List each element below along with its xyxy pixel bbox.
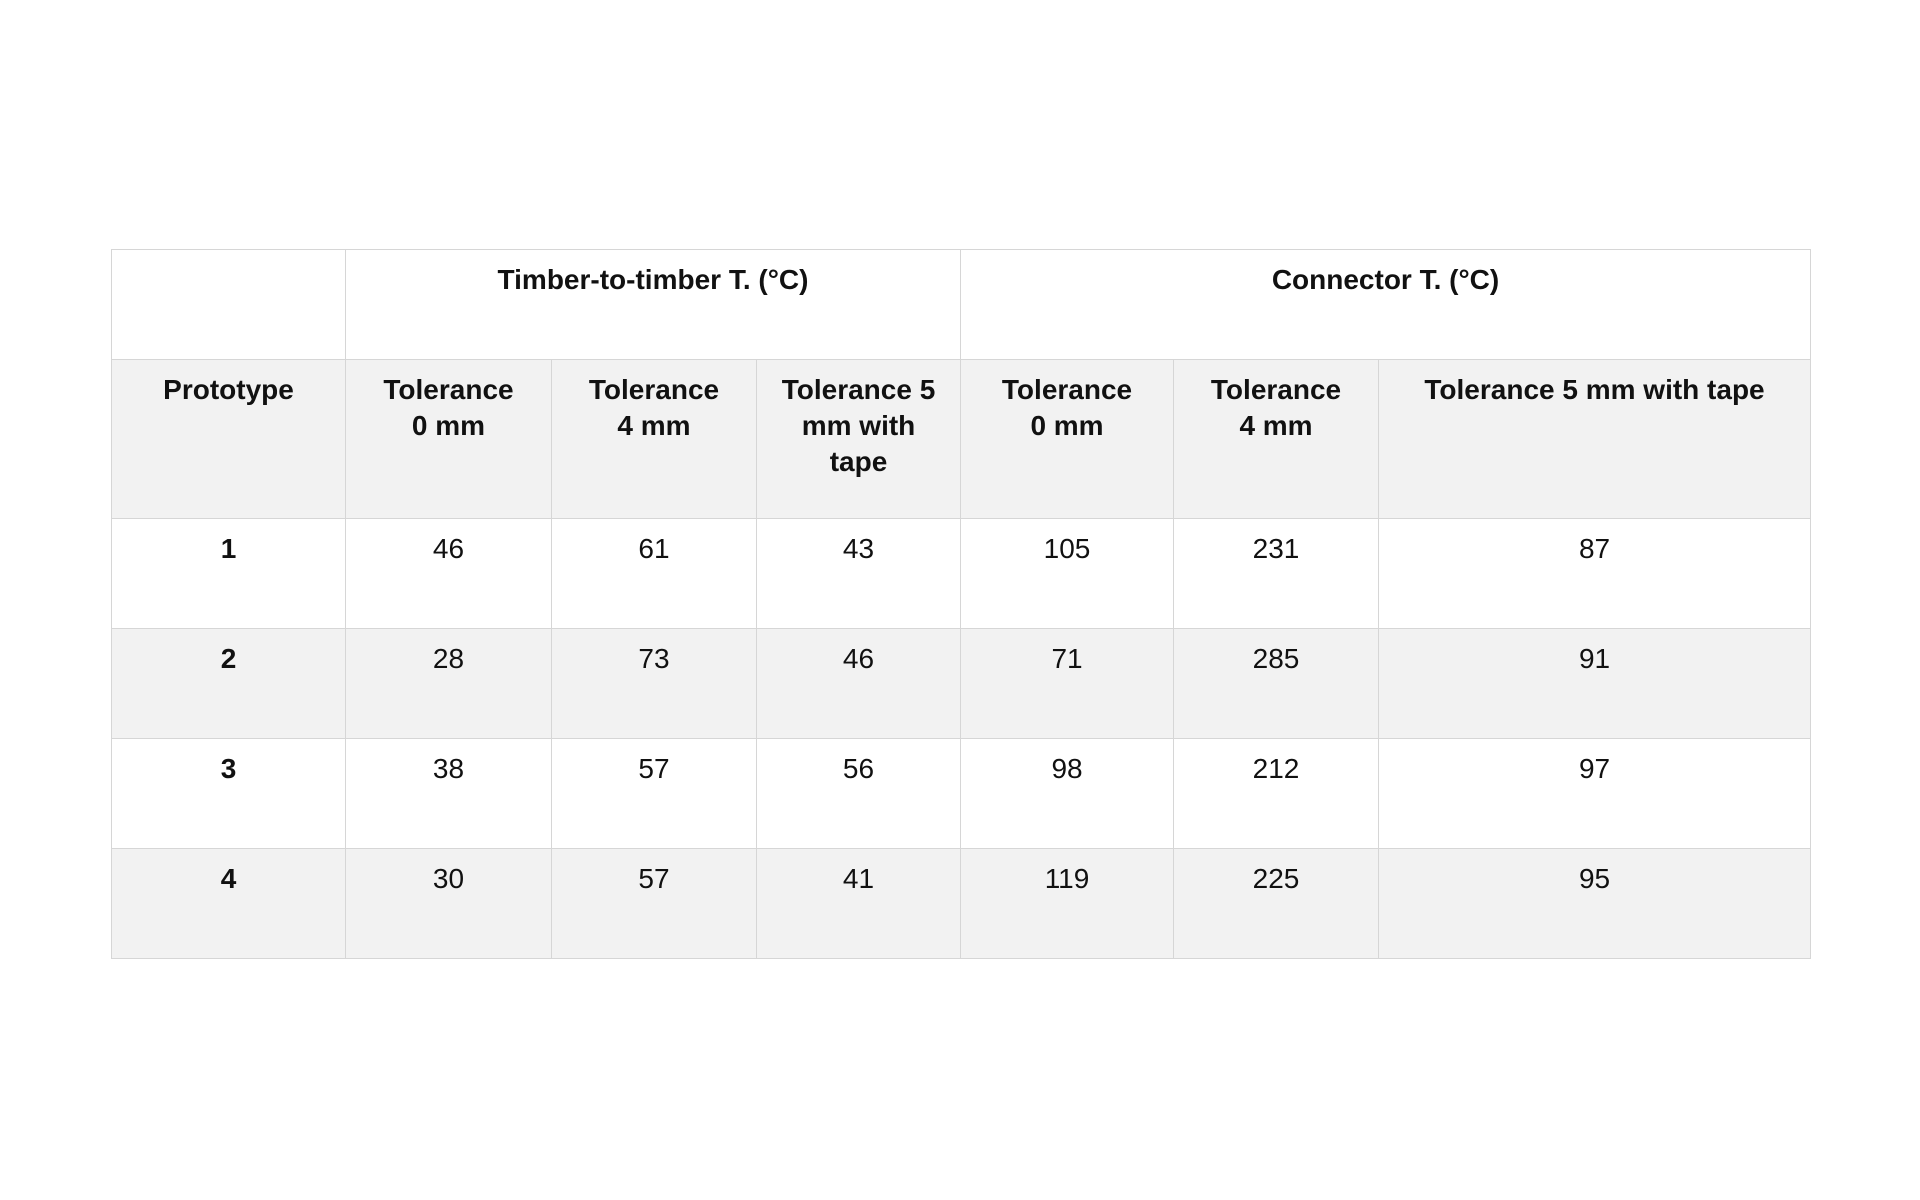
table-row: 1 46 61 43 105 231 87 xyxy=(111,518,1812,629)
value-cell: 91 xyxy=(1378,628,1812,739)
value-cell: 95 xyxy=(1378,848,1812,959)
value-cell: 30 xyxy=(345,848,552,959)
empty-header-cell xyxy=(111,249,346,360)
value-cell: 57 xyxy=(551,848,757,959)
prototype-cell: 4 xyxy=(111,848,346,959)
value-cell: 87 xyxy=(1378,518,1812,629)
column-header: Tolerance 5 mm with tape xyxy=(755,359,962,519)
value-cell: 97 xyxy=(1378,738,1812,849)
value-cell: 28 xyxy=(345,628,552,739)
group-header-connector: Connector T. (°C) xyxy=(960,249,1812,360)
value-cell: 225 xyxy=(1173,848,1380,959)
column-header: Tolerance 0 mm xyxy=(960,359,1175,519)
value-cell: 57 xyxy=(551,738,757,849)
value-cell: 285 xyxy=(1173,628,1380,739)
table-row: 3 38 57 56 98 212 97 xyxy=(111,738,1812,849)
table-row: 2 28 73 46 71 285 91 xyxy=(111,628,1812,739)
value-cell: 43 xyxy=(755,518,962,629)
value-cell: 41 xyxy=(755,848,962,959)
prototype-cell: 2 xyxy=(111,628,346,739)
table-row: 4 30 57 41 119 225 95 xyxy=(111,848,1812,959)
prototype-cell: 3 xyxy=(111,738,346,849)
value-cell: 119 xyxy=(960,848,1175,959)
column-header: Tolerance 0 mm xyxy=(345,359,552,519)
column-header: Tolerance 5 mm with tape xyxy=(1378,359,1812,519)
temperature-table: Timber-to-timber T. (°C) Connector T. (°… xyxy=(111,249,1812,959)
group-header-row: Timber-to-timber T. (°C) Connector T. (°… xyxy=(111,249,1812,360)
prototype-cell: 1 xyxy=(111,518,346,629)
value-cell: 46 xyxy=(345,518,552,629)
value-cell: 71 xyxy=(960,628,1175,739)
value-cell: 98 xyxy=(960,738,1175,849)
value-cell: 105 xyxy=(960,518,1175,629)
column-header: Prototype xyxy=(111,359,346,519)
value-cell: 231 xyxy=(1173,518,1380,629)
column-header: Tolerance 4 mm xyxy=(551,359,757,519)
value-cell: 38 xyxy=(345,738,552,849)
value-cell: 61 xyxy=(551,518,757,629)
value-cell: 56 xyxy=(755,738,962,849)
column-header: Tolerance 4 mm xyxy=(1173,359,1380,519)
group-header-timber: Timber-to-timber T. (°C) xyxy=(344,249,962,360)
value-cell: 46 xyxy=(755,628,962,739)
value-cell: 73 xyxy=(551,628,757,739)
value-cell: 212 xyxy=(1173,738,1380,849)
column-header-row: Prototype Tolerance 0 mm Tolerance 4 mm … xyxy=(111,359,1812,519)
